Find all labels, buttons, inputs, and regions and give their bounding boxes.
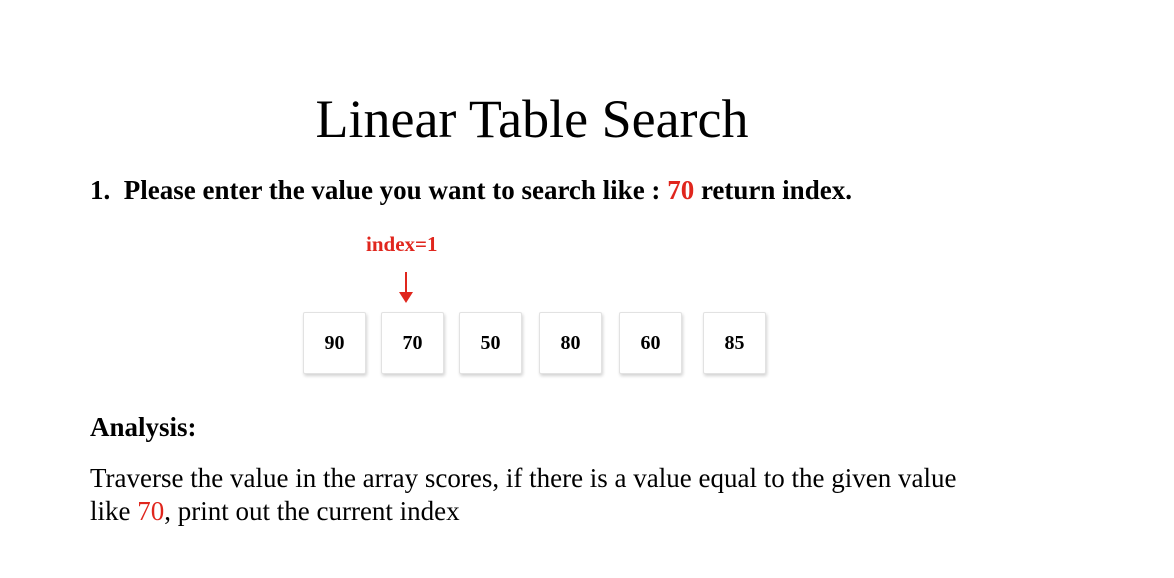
analysis-text: Traverse the value in the array scores, … [90, 463, 957, 526]
array-cell: 85 [703, 312, 766, 374]
down-arrow-icon [399, 272, 413, 303]
question-number: 1. [90, 175, 111, 205]
analysis-body: Traverse the value in the array scores, … [90, 462, 970, 528]
array-cell: 70 [381, 312, 444, 374]
analysis-text-end: , print out the current index [164, 496, 460, 526]
array-cells: 90 70 50 80 60 85 [303, 312, 773, 378]
analysis-heading: Analysis: [90, 412, 197, 442]
index-label: index=1 [366, 232, 438, 256]
analysis-value: 70 [137, 496, 165, 526]
question-line: 1. Please enter the value you want to se… [90, 172, 852, 208]
question-text-end: return index. [694, 175, 852, 205]
page-title: Linear Table Search [315, 89, 749, 149]
array-cell: 50 [459, 312, 522, 374]
search-value: 70 [667, 175, 695, 205]
question-text: Please enter the value you want to searc… [123, 175, 668, 205]
array-cell: 60 [619, 312, 682, 374]
array-cell: 80 [539, 312, 602, 374]
array-cell: 90 [303, 312, 366, 374]
